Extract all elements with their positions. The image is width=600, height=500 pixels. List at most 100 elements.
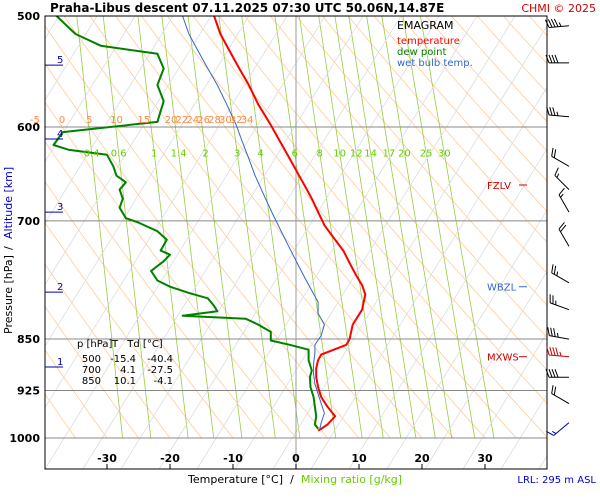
theta-label: 30: [219, 115, 232, 126]
mixing-ratio-label: 8: [317, 149, 323, 160]
mixing-ratio-line: [161, 16, 215, 439]
dry-adiabat: [244, 16, 547, 371]
guide-line: [45, 16, 326, 469]
level-label-wbzl: WBZL: [487, 283, 517, 294]
x-tick-label: -10: [223, 452, 243, 465]
x-axis-separator: /: [290, 473, 294, 486]
guide-line: [310, 86, 547, 469]
mixing-ratio-label: 17: [383, 149, 396, 160]
guide-line: [45, 16, 98, 101]
table-cell: -4.1: [153, 376, 173, 387]
guide-line: [424, 270, 547, 469]
y-tick-label: 500: [17, 10, 40, 23]
dry-adiabat: [167, 16, 517, 439]
altitude-label: 2: [57, 282, 63, 293]
dry-adiabat: [296, 16, 547, 306]
altitude-label: 5: [57, 55, 63, 66]
dry-adiabat: [45, 305, 139, 439]
chart-title: Praha-Libus descent 07.11.2025 07:30 UTC…: [50, 1, 444, 15]
legend-item-wet-bulb: wet bulb temp.: [397, 58, 473, 69]
mixing-ratio-line: [381, 16, 453, 439]
wind-barb: [551, 385, 570, 405]
dry-adiabat: [322, 16, 547, 274]
legend-item-dew-point: dew point: [397, 47, 446, 58]
copyright: CHMI © 2025: [521, 2, 596, 15]
y-axis-separator: /: [2, 246, 15, 250]
y-tick-label: 1000: [9, 432, 40, 445]
mixing-ratio-line: [402, 16, 476, 439]
dry-adiabat: [63, 16, 391, 439]
theta-label: 10: [110, 115, 123, 126]
theta-label: 22: [175, 115, 188, 126]
table-header: T: [111, 339, 119, 350]
theta-label: 15: [137, 115, 150, 126]
mixing-ratio-label: 14: [364, 149, 377, 160]
level-label-fzlv: FZLV: [487, 181, 511, 192]
wind-barb: [546, 346, 570, 358]
dry-adiabat: [141, 16, 486, 439]
x-tick-label: 20: [414, 452, 430, 465]
theta-label: 26: [197, 115, 210, 126]
dry-adiabat: [425, 16, 547, 152]
guide-line: [234, 16, 516, 469]
dry-adiabat: [192, 16, 547, 438]
x-tick-label: -30: [97, 452, 117, 465]
y-axis-label-2: Altitude [km]: [2, 167, 15, 239]
wind-barb: [551, 264, 570, 284]
dry-adiabat: [399, 16, 547, 182]
mixing-ratio-label: 4: [257, 149, 263, 160]
table-header: p [hPa]: [77, 339, 112, 350]
level-markers: FZLV WBZL MXWS: [487, 181, 527, 364]
mixing-ratio-line: [187, 16, 243, 439]
table-cell: -27.5: [147, 365, 173, 376]
guide-line: [538, 455, 547, 469]
guide-line: [45, 16, 250, 347]
mixing-ratio-label: 2: [202, 149, 208, 160]
table-cell: 10.1: [114, 376, 136, 387]
dry-adiabat: [218, 16, 547, 404]
theta-label: 32: [230, 115, 243, 126]
dry-adiabat: [347, 16, 547, 243]
mixing-ratio-line: [76, 16, 123, 439]
table-cell: -40.4: [147, 354, 173, 365]
wind-barb: [547, 327, 570, 340]
x-tick-label: 0: [292, 452, 300, 465]
wind-barb: [545, 369, 569, 378]
x-tick-label: 30: [477, 452, 493, 465]
guide-line: [120, 16, 402, 469]
lrl-note: LRL: 295 m ASL: [517, 475, 596, 486]
theta-label: 5: [86, 115, 92, 126]
altitude-label: 1: [57, 357, 63, 368]
wind-barb: [546, 106, 570, 118]
guide-line: [348, 147, 547, 469]
wind-barb: [554, 167, 570, 190]
dry-adiabat: [45, 181, 234, 439]
mixing-ratio-line: [102, 16, 152, 439]
guide-line: [45, 16, 288, 409]
altitude-label: 3: [57, 202, 63, 213]
sounding-table: p [hPa] T Td [°C] 500 -15.4 -40.4 700 4.1 -27.5 8…: [77, 339, 173, 387]
mixing-ratio-label: 0.4: [84, 149, 100, 160]
dry-adiabat: [270, 16, 547, 338]
wind-barb: [545, 54, 569, 64]
table-cell: 500: [82, 354, 101, 365]
wind-barb: [544, 18, 570, 28]
x-tick-label: 10: [351, 452, 367, 465]
wind-barb: [558, 222, 570, 247]
guide-line: [386, 209, 547, 469]
wind-barb: [549, 294, 570, 311]
legend-title: EMAGRAM: [397, 19, 454, 32]
theta-label: -5: [30, 115, 40, 126]
series-wet-bulb-temp: [182, 16, 325, 429]
legend-item-temperature: temperature: [397, 36, 460, 47]
y-axis-label: Pressure [hPa]: [2, 255, 15, 334]
mixing-ratio-label: 25: [420, 149, 433, 160]
mixing-ratio-label: 20: [398, 149, 411, 160]
x-tick-label: -20: [160, 452, 180, 465]
mixing-ratio-line: [298, 16, 363, 439]
mixing-ratio-label: 0.6: [111, 149, 127, 160]
wind-barb: [551, 147, 570, 167]
altitude-label: 4: [57, 129, 63, 140]
